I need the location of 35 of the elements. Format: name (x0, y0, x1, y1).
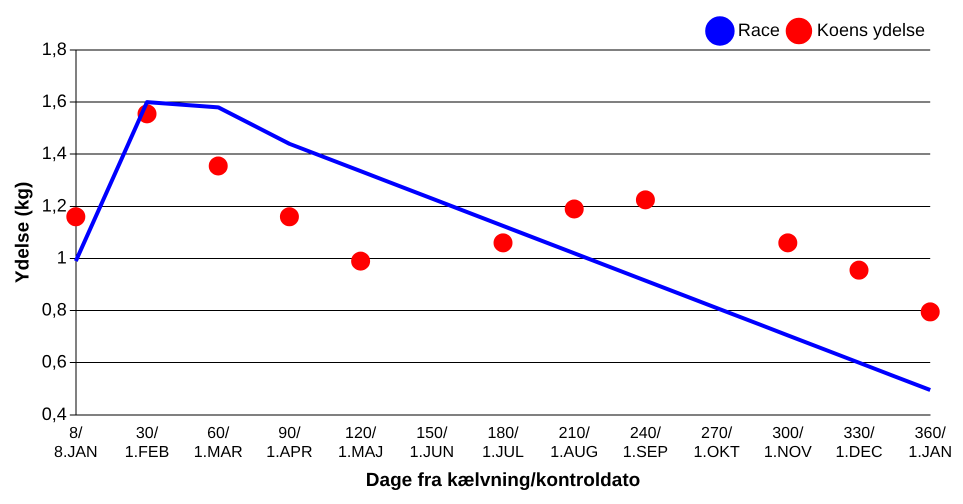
x-tick-label: 270/ 1.OKT (694, 424, 740, 462)
point (351, 252, 370, 271)
x-tick-label: 150/ 1.JUN (410, 424, 454, 462)
legend-label: Race (738, 20, 780, 40)
x-tick-label: 180/ 1.JUL (482, 424, 524, 462)
y-tick-label: 1,4 (42, 143, 67, 164)
y-tick-label: 0,8 (42, 300, 67, 320)
x-tick-label: 90/ 1.APR (266, 424, 313, 462)
point (494, 233, 513, 252)
x-tick-label: 360/ 1.JAN (908, 424, 952, 462)
point (564, 199, 584, 218)
y-tick-label: 1,8 (42, 38, 67, 59)
y-tick-label: 1 (56, 247, 67, 268)
y-tick-label: 1,2 (42, 195, 67, 216)
x-tick-label: 210/ 1.AUG (550, 424, 598, 462)
x-tick-label: 120/ 1.MAJ (338, 424, 384, 462)
point (636, 190, 655, 210)
y-tick-label: 0,6 (42, 352, 67, 372)
point (208, 156, 228, 176)
point (920, 302, 940, 322)
y-tick-label: 0,4 (42, 404, 67, 424)
x-tick-label: 8/ 8.JAN (54, 424, 98, 462)
y-tick-label: 1,6 (42, 91, 67, 112)
x-tick-label: 300/ 1.NOV (764, 424, 812, 462)
x-tick-label: 60/ 1.MAR (194, 424, 243, 462)
point (280, 207, 299, 226)
x-tick-label: 330/ 1.DEC (835, 424, 883, 462)
point (778, 233, 798, 252)
legend-label: Koens ydelse (816, 20, 926, 40)
y-axis-title: Ydelse (kg) (12, 182, 34, 284)
x-tick-label: 240/ 1.SEP (622, 424, 668, 462)
x-axis-title: Dage fra kælvning/kontroldato (366, 470, 640, 491)
point (66, 207, 86, 226)
point (850, 260, 869, 280)
x-tick-label: 30/ 1.FEB (124, 424, 170, 462)
